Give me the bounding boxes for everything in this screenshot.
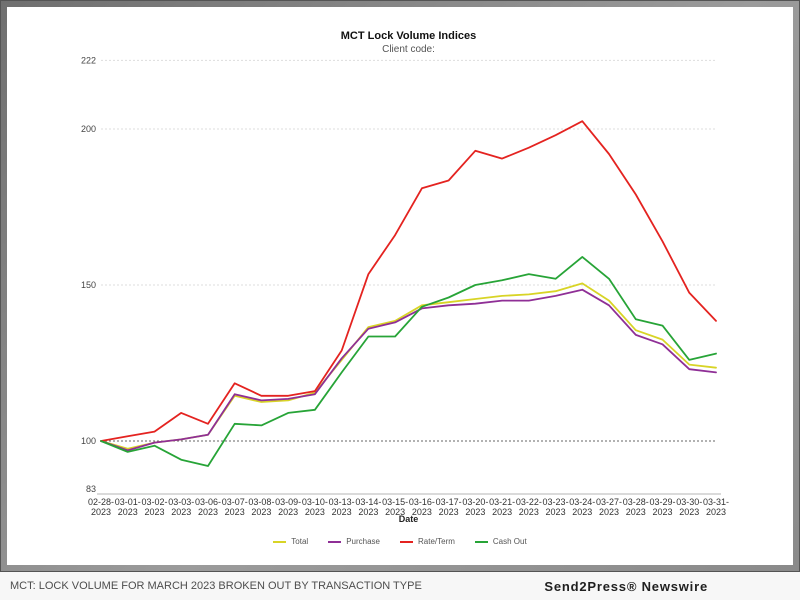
chart-surface: 222 200 150 100 83 02-28- 2023 03-01- 2023 03-02-…	[7, 7, 793, 565]
x-tick-label: 03-01-	[115, 497, 141, 507]
x-tick-label: 02-28-	[88, 497, 114, 507]
x-tick-label-year: 2023	[358, 507, 378, 517]
series-line-rate-term	[100, 120, 717, 442]
x-tick-label-year: 2023	[599, 507, 619, 517]
x-tick-label-year: 2023	[225, 507, 245, 517]
x-tick-label: 03-03-	[168, 497, 194, 507]
x-tick-label: 03-20-	[462, 497, 488, 507]
x-tick-label: 03-30-	[676, 497, 702, 507]
x-tick-label: 03-10-	[302, 497, 328, 507]
chart-frame: 222 200 150 100 83 02-28- 2023 03-01- 2023 03-02-…	[0, 0, 800, 572]
x-tick-label-year: 2023	[492, 507, 512, 517]
line-chart: 2222001501008302-28-202303-01-202303-02-…	[81, 55, 729, 517]
legend-swatch	[474, 540, 488, 543]
legend-item: Cash Out	[474, 537, 527, 546]
x-tick-label-year: 2023	[653, 507, 673, 517]
legend-item: Total	[273, 537, 308, 546]
x-tick-label-year: 2023	[144, 507, 164, 517]
x-tick-label-year: 2023	[171, 507, 191, 517]
x-tick-label-year: 2023	[519, 507, 539, 517]
x-tick-label: 03-22-	[516, 497, 542, 507]
x-axis-title: Date	[398, 514, 419, 524]
x-tick-label: 03-14-	[355, 497, 381, 507]
x-tick-label: 03-08-	[248, 497, 274, 507]
legend-swatch	[273, 540, 287, 543]
y-tick-label: 83	[86, 484, 96, 494]
x-tick-label: 03-02-	[141, 497, 167, 507]
chart-title: MCT Lock Volume Indices	[340, 30, 477, 42]
caption-bar: MCT: LOCK VOLUME FOR MARCH 2023 BROKEN O…	[0, 572, 800, 600]
x-tick-label: 03-24-	[569, 497, 595, 507]
x-tick-label-year: 2023	[305, 507, 325, 517]
x-tick-label-year: 2023	[572, 507, 592, 517]
x-tick-label: 03-31-	[703, 497, 729, 507]
legend-item: Rate/Term	[400, 537, 455, 546]
x-tick-label-year: 2023	[251, 507, 271, 517]
series-line-cash-out	[100, 255, 717, 467]
legend-swatch	[400, 540, 413, 543]
y-tick-label: 200	[81, 124, 96, 134]
caption-text: MCT: LOCK VOLUME FOR MARCH 2023 BROKEN O…	[10, 580, 422, 592]
x-tick-label: 03-27-	[596, 497, 622, 507]
x-tick-label: 03-23-	[543, 497, 569, 507]
x-tick-label-year: 2023	[91, 507, 111, 517]
x-tick-label-year: 2023	[439, 507, 459, 517]
x-tick-label: 03-28-	[623, 497, 649, 507]
legend-label: Cash Out	[492, 537, 527, 546]
x-tick-label: 03-06-	[195, 497, 221, 507]
x-tick-label: 03-09-	[275, 497, 301, 507]
y-tick-label: 150	[81, 280, 96, 290]
x-tick-label-year: 2023	[118, 507, 138, 517]
x-tick-label: 03-13-	[329, 497, 355, 507]
chart-subtitle: Client code:	[382, 44, 435, 55]
x-tick-label-year: 2023	[278, 507, 298, 517]
y-tick-label: 100	[81, 436, 96, 446]
series-line-total	[100, 282, 717, 450]
x-tick-label-year: 2023	[332, 507, 352, 517]
brand-text: Send2Press® Newswire	[544, 578, 708, 594]
x-tick-label: 03-29-	[650, 497, 676, 507]
x-tick-label-year: 2023	[412, 507, 432, 517]
legend-label: Total	[291, 537, 309, 546]
x-tick-label-year: 2023	[626, 507, 646, 517]
y-tick-label: 222	[81, 55, 96, 65]
x-tick-label-year: 2023	[465, 507, 485, 517]
x-tick-label: 03-07-	[222, 497, 248, 507]
legend-label: Rate/Term	[418, 537, 455, 546]
legend-label: Purchase	[346, 537, 380, 546]
x-tick-label-year: 2023	[198, 507, 218, 517]
x-tick-label: 03-17-	[436, 497, 462, 507]
x-tick-label: 03-16-	[409, 497, 435, 507]
x-tick-label-year: 2023	[706, 507, 726, 517]
x-tick-label: 03-15-	[382, 497, 408, 507]
x-tick-label: 03-21-	[489, 497, 515, 507]
x-tick-label-year: 2023	[546, 507, 566, 517]
legend-swatch	[328, 540, 342, 543]
x-tick-label-year: 2023	[385, 507, 405, 517]
x-tick-label-year: 2023	[679, 507, 699, 517]
chart-legend: Total Purchase Rate/Term Cash Out	[7, 537, 793, 546]
legend-item: Purchase	[328, 537, 380, 546]
series-line-purchase	[100, 288, 717, 452]
